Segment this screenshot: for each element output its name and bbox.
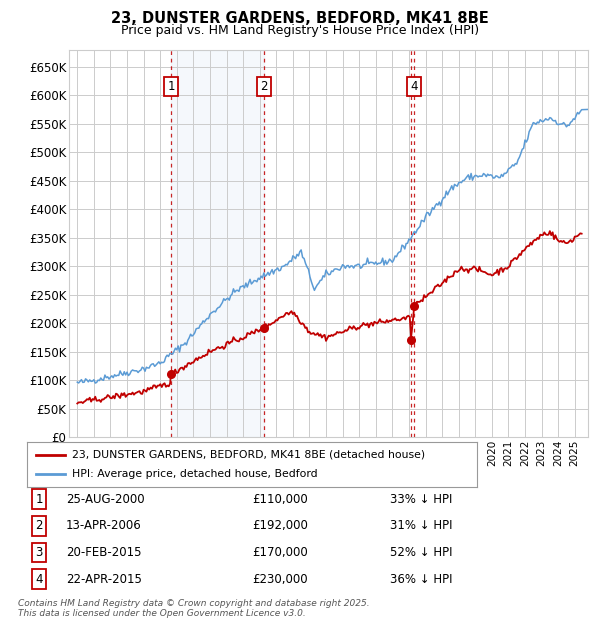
Bar — [171, 50, 265, 437]
Text: 20-FEB-2015: 20-FEB-2015 — [66, 546, 142, 559]
Text: Contains HM Land Registry data © Crown copyright and database right 2025.
This d: Contains HM Land Registry data © Crown c… — [18, 599, 370, 618]
Text: 52% ↓ HPI: 52% ↓ HPI — [390, 546, 452, 559]
Text: £192,000: £192,000 — [252, 520, 308, 532]
Text: 4: 4 — [410, 80, 418, 93]
Text: Price paid vs. HM Land Registry's House Price Index (HPI): Price paid vs. HM Land Registry's House … — [121, 24, 479, 37]
Text: 36% ↓ HPI: 36% ↓ HPI — [390, 573, 452, 585]
Text: 3: 3 — [35, 546, 43, 559]
Text: £170,000: £170,000 — [252, 546, 308, 559]
Text: 25-AUG-2000: 25-AUG-2000 — [66, 493, 145, 505]
Text: 33% ↓ HPI: 33% ↓ HPI — [390, 493, 452, 505]
Text: £230,000: £230,000 — [252, 573, 308, 585]
Text: £110,000: £110,000 — [252, 493, 308, 505]
Text: HPI: Average price, detached house, Bedford: HPI: Average price, detached house, Bedf… — [72, 469, 317, 479]
Text: 4: 4 — [35, 573, 43, 585]
Text: 31% ↓ HPI: 31% ↓ HPI — [390, 520, 452, 532]
Text: 1: 1 — [167, 80, 175, 93]
Text: 13-APR-2006: 13-APR-2006 — [66, 520, 142, 532]
Text: 1: 1 — [35, 493, 43, 505]
Text: 22-APR-2015: 22-APR-2015 — [66, 573, 142, 585]
Text: 23, DUNSTER GARDENS, BEDFORD, MK41 8BE: 23, DUNSTER GARDENS, BEDFORD, MK41 8BE — [111, 11, 489, 26]
Text: 23, DUNSTER GARDENS, BEDFORD, MK41 8BE (detached house): 23, DUNSTER GARDENS, BEDFORD, MK41 8BE (… — [72, 450, 425, 459]
Text: 2: 2 — [35, 520, 43, 532]
Text: 2: 2 — [260, 80, 268, 93]
